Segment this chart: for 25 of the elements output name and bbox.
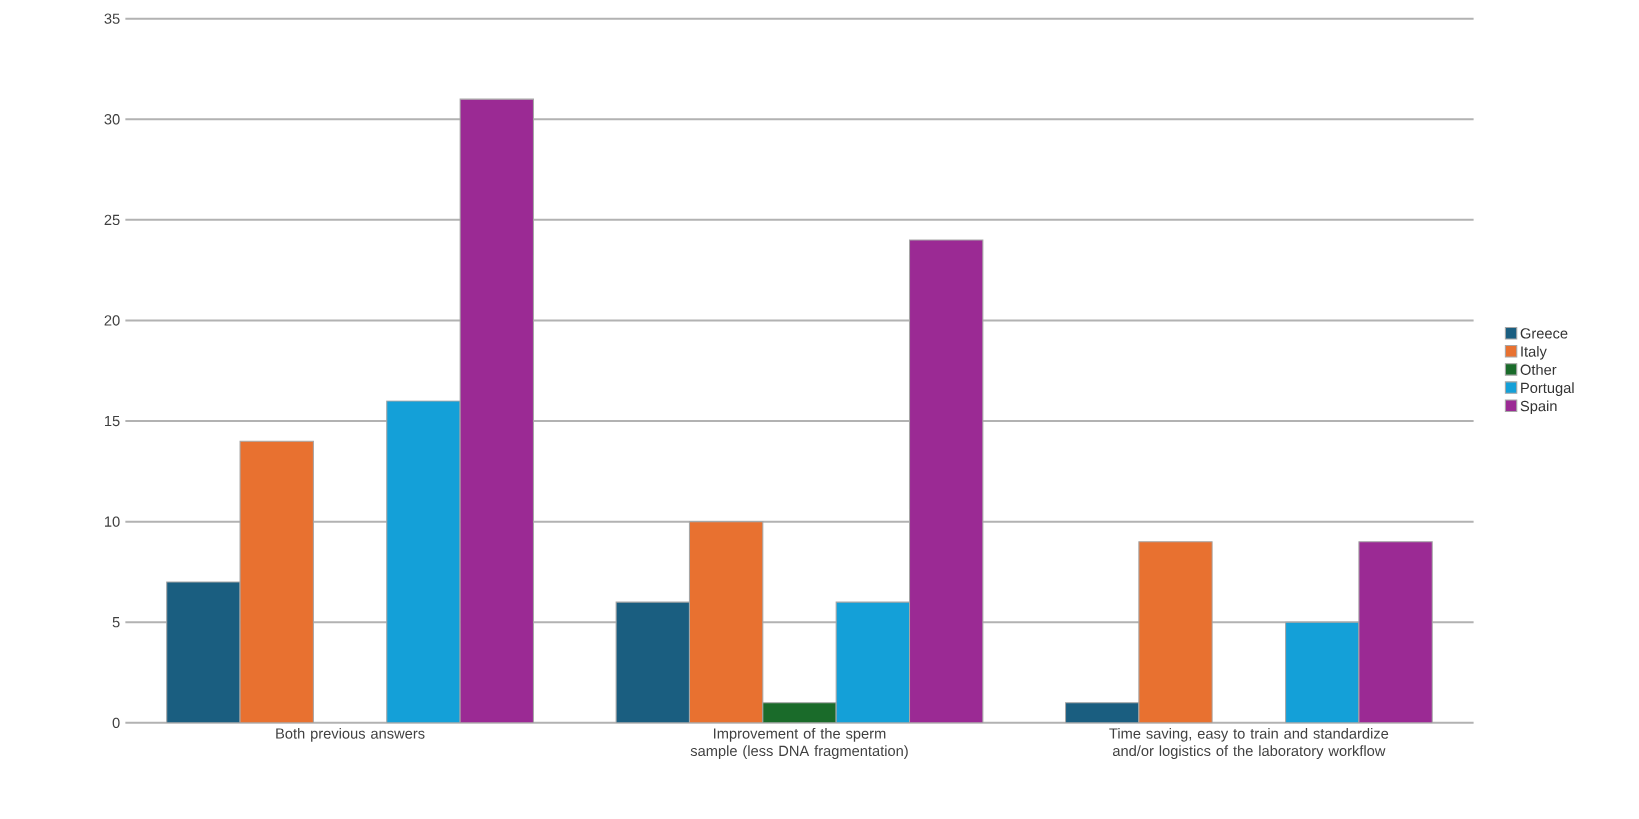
y-tick-label: 25 (104, 214, 120, 226)
y-tick-label: 10 (105, 516, 120, 527)
bar (1064, 702, 1140, 723)
bar (459, 98, 534, 723)
legend-label: Portugal (1521, 382, 1574, 397)
bar (688, 521, 764, 723)
y-tick-label: 20 (104, 315, 120, 326)
y-tick-label: 35 (104, 13, 120, 24)
y-tick-label: 15 (105, 416, 120, 427)
x-tick-label: Improvement of the sperm sample (less DNA fragmentation) (690, 728, 908, 760)
bar (239, 440, 314, 723)
legend-label: Other (1520, 364, 1557, 375)
y-tick-label: 0 (112, 717, 120, 729)
x-tick-label: Time saving, easy to train and standardize and/or logistics of the laboratory workflow (1109, 728, 1389, 760)
bar (166, 581, 241, 723)
bar (1138, 541, 1213, 723)
x-tick-label: Both previous answers (276, 728, 425, 742)
legend-label: Spain (1520, 400, 1557, 415)
y-tick-label: 5 (112, 617, 120, 628)
bar (615, 601, 691, 723)
legend-label: Greece (1520, 328, 1568, 339)
bar (1358, 541, 1433, 723)
y-tick-label: 30 (104, 114, 120, 125)
legend-label: Italy (1521, 346, 1547, 360)
bar (908, 239, 984, 723)
